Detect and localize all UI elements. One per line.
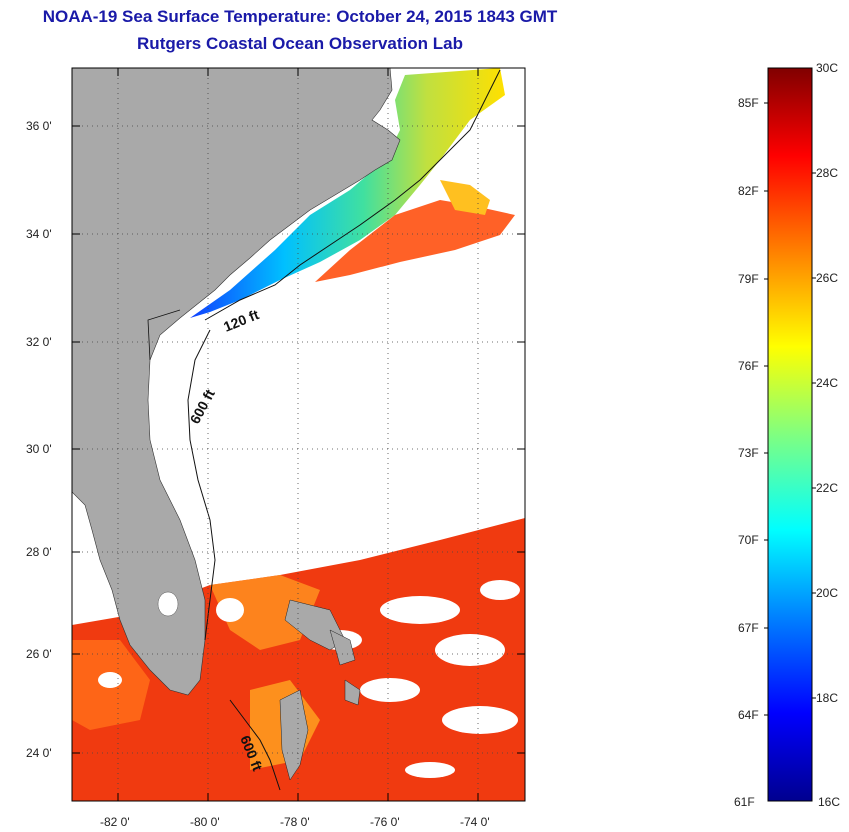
sst-swath-north-warm	[315, 200, 515, 282]
axis-ticks	[72, 68, 525, 801]
lat-tick-label: 28 0'	[26, 545, 52, 559]
colorbar	[767, 67, 813, 802]
colorbar-fahrenheit-label: 64F	[738, 708, 759, 722]
lat-tick-label: 32 0'	[26, 335, 52, 349]
map-plot-area: 120 ft 600 ft 600 ft	[72, 68, 525, 801]
contour-600ft-south	[229, 699, 281, 791]
lat-tick-label: 24 0'	[26, 746, 52, 760]
colorbar-celsius-label: 20C	[816, 586, 838, 600]
lat-tick-label: 34 0'	[26, 227, 52, 241]
sst-swath-north	[190, 68, 505, 318]
coastline-detail	[147, 309, 181, 361]
sst-warm-patch	[440, 180, 490, 215]
colorbar-ticks	[764, 102, 816, 716]
colorbar-celsius-label: 24C	[816, 376, 838, 390]
cloud-gaps	[98, 580, 520, 778]
map-subtitle: Rutgers Coastal Ocean Observation Lab	[137, 34, 463, 53]
land-andros	[279, 689, 309, 781]
sst-warm-patch	[210, 575, 320, 650]
lon-tick-label: -80 0'	[190, 815, 220, 829]
lat-tick-label: 36 0'	[26, 119, 52, 133]
lat-tick-label: 26 0'	[26, 647, 52, 661]
colorbar-celsius-label: 30C	[816, 61, 838, 75]
graticule	[72, 68, 525, 801]
sst-swath-south	[72, 518, 525, 801]
colorbar-fahrenheit-label: 73F	[738, 446, 759, 460]
colorbar-celsius-label: 28C	[816, 166, 838, 180]
colorbar-celsius-label: 18C	[816, 691, 838, 705]
lon-tick-label: -82 0'	[100, 815, 130, 829]
contour-120ft	[204, 69, 501, 321]
colorbar-celsius-label: 22C	[816, 481, 838, 495]
colorbar-fahrenheit-label: 82F	[738, 184, 759, 198]
lat-tick-label: 30 0'	[26, 442, 52, 456]
colorbar-fahrenheit-label: 85F	[738, 96, 759, 110]
colorbar-fahrenheit-label: 61F	[734, 795, 755, 809]
land-islands	[329, 629, 361, 706]
map-title: NOAA-19 Sea Surface Temperature: October…	[42, 7, 558, 26]
lon-tick-label: -76 0'	[370, 815, 400, 829]
contour-600ft	[187, 329, 216, 641]
colorbar-fahrenheit-label: 70F	[738, 533, 759, 547]
colorbar-celsius-label: 16C	[818, 795, 840, 809]
lon-tick-label: -74 0'	[460, 815, 490, 829]
colorbar-fahrenheit-label: 76F	[738, 359, 759, 373]
colorbar-celsius-label: 26C	[816, 271, 838, 285]
land-bahamas	[284, 599, 346, 651]
land-mainland	[72, 68, 401, 696]
lon-tick-label: -78 0'	[280, 815, 310, 829]
colorbar-fahrenheit-label: 67F	[738, 621, 759, 635]
lake-okeechobee	[157, 591, 179, 617]
colorbar-fahrenheit-label: 79F	[738, 272, 759, 286]
